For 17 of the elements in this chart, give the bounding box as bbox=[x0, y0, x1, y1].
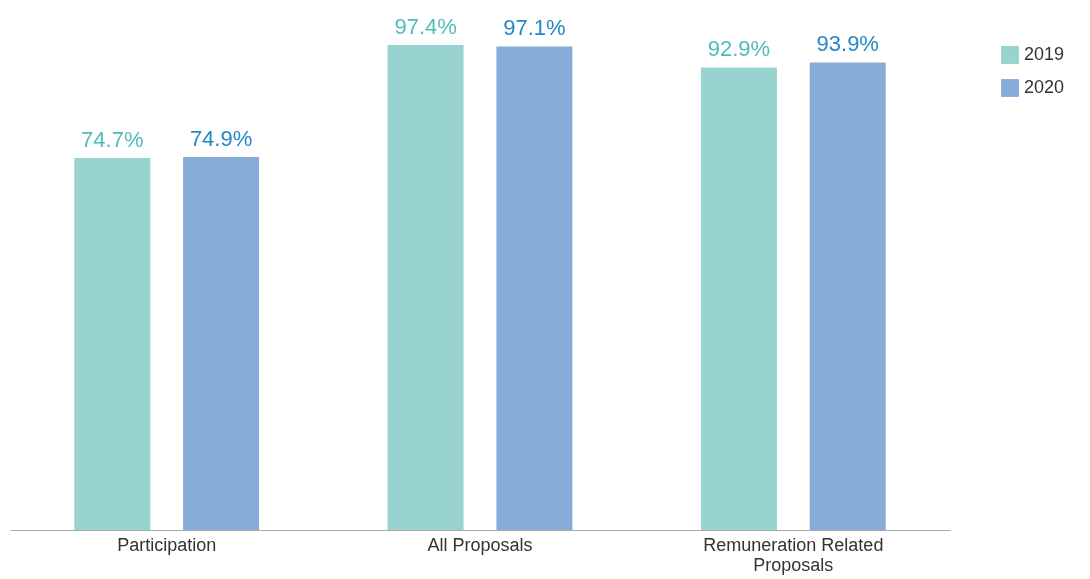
bar bbox=[809, 62, 886, 530]
data-label: 74.7% bbox=[81, 127, 144, 153]
legend-label: 2020 bbox=[1024, 77, 1065, 97]
data-label: 74.9% bbox=[189, 126, 253, 152]
bar bbox=[496, 46, 573, 530]
data-label: 97.1% bbox=[503, 15, 566, 41]
bar bbox=[183, 157, 260, 530]
x-tick-label: Remuneration Related Proposals bbox=[703, 534, 884, 575]
data-label: 97.4% bbox=[394, 14, 457, 39]
data-label: 92.9% bbox=[707, 36, 771, 62]
bar bbox=[387, 45, 464, 530]
bar bbox=[74, 158, 151, 530]
x-tick-label: All Proposals bbox=[427, 534, 533, 555]
legend-label: 2019 bbox=[1024, 44, 1065, 64]
x-tick-label: Participation bbox=[117, 534, 217, 555]
data-label: 93.9% bbox=[816, 31, 879, 57]
bar bbox=[700, 67, 777, 530]
